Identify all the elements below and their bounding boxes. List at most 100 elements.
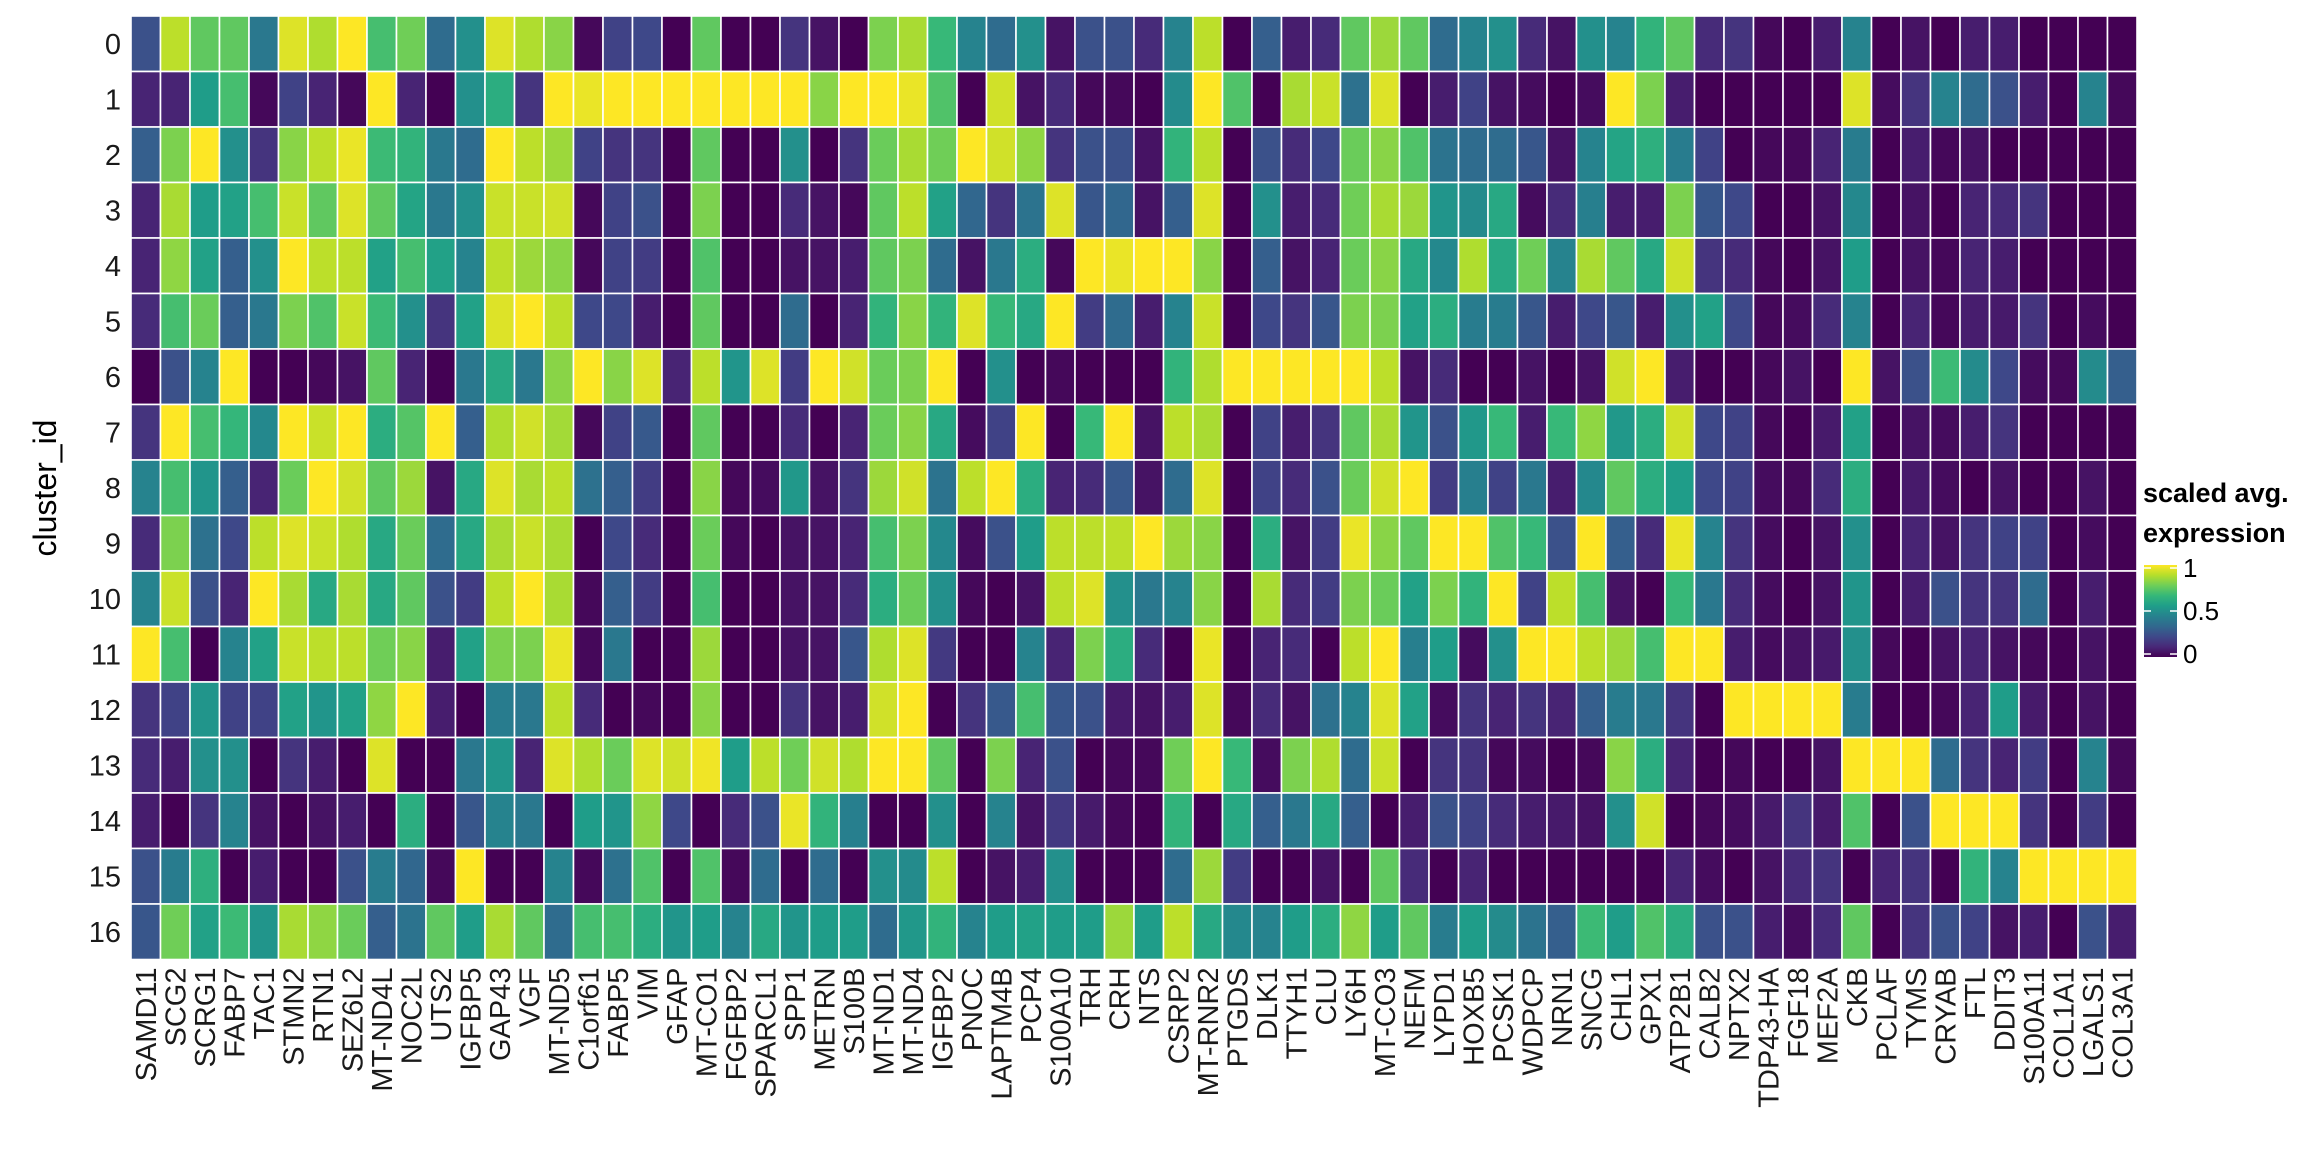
heatmap-cell-5-NEFM (1398, 292, 1430, 350)
heatmap-cell-5-IGFBP5 (454, 292, 486, 350)
heatmap-cell-1-NEFM (1398, 70, 1430, 128)
heatmap-cell-7-IGFBP5 (454, 403, 486, 461)
heatmap-cell-16-CSRP2 (1162, 903, 1194, 961)
heatmap-cell-7-IGFBP2 (926, 403, 958, 461)
heatmap-cell-4-RTN1 (307, 237, 339, 295)
heatmap-cell-14-TTYH1 (1280, 792, 1312, 850)
heatmap-cell-4-SPP1 (779, 237, 811, 295)
heatmap-cell-1-CRYAB (1929, 70, 1961, 128)
heatmap-cell-3-MT-CO1 (690, 181, 722, 239)
y-tick-label: 15 (89, 861, 121, 893)
x-tick-label: DLK1 (1252, 968, 1284, 1041)
heatmap-cell-1-VIM (631, 70, 663, 128)
heatmap-cell-12-DLK1 (1251, 681, 1283, 739)
heatmap-cell-5-TTYH1 (1280, 292, 1312, 350)
heatmap-cell-12-WDPCP (1516, 681, 1548, 739)
heatmap-cell-16-WDPCP (1516, 903, 1548, 961)
heatmap-cell-11-STMN2 (277, 625, 309, 683)
heatmap-cell-13-GPX1 (1634, 736, 1666, 794)
heatmap-cell-16-CRYAB (1929, 903, 1961, 961)
heatmap-cell-2-LGALS1 (2077, 126, 2109, 184)
heatmap-cell-1-MT-ND1 (867, 70, 899, 128)
heatmap-cell-13-SCRG1 (189, 736, 221, 794)
heatmap-cell-9-PTGDS (1221, 514, 1253, 572)
heatmap-cell-7-NTS (1133, 403, 1165, 461)
heatmap-cell-9-TDP43-HA (1752, 514, 1784, 572)
heatmap-cell-16-PCLAF (1870, 903, 1902, 961)
heatmap-cell-5-FABP5 (602, 292, 634, 350)
heatmap-cell-7-CRH (1103, 403, 1135, 461)
heatmap-cell-13-NRN1 (1546, 736, 1578, 794)
heatmap-cell-4-ATP2B1 (1664, 237, 1696, 295)
heatmap-cell-0-MT-CO3 (1369, 15, 1401, 73)
heatmap-cell-11-FABP5 (602, 625, 634, 683)
heatmap-cell-11-NPTX2 (1723, 625, 1755, 683)
heatmap-cell-7-HOXB5 (1457, 403, 1489, 461)
heatmap-cell-13-S100B (838, 736, 870, 794)
heatmap-cell-15-MT-ND4 (897, 847, 929, 905)
heatmap-cell-12-PCLAF (1870, 681, 1902, 739)
heatmap-cell-11-C1orf61 (572, 625, 604, 683)
heatmap-cell-4-STMN2 (277, 237, 309, 295)
heatmap-cell-7-CHL1 (1605, 403, 1637, 461)
heatmap-cell-3-LY6H (1339, 181, 1371, 239)
x-tick-label: CSRP2 (1163, 968, 1195, 1065)
heatmap-cell-7-VIM (631, 403, 663, 461)
heatmap-cell-9-STMN2 (277, 514, 309, 572)
heatmap-cell-11-CALB2 (1693, 625, 1725, 683)
heatmap-cell-3-TTYH1 (1280, 181, 1312, 239)
heatmap-cell-2-VIM (631, 126, 663, 184)
heatmap-cell-13-IGFBP5 (454, 736, 486, 794)
heatmap-cell-7-SAMD11 (130, 403, 162, 461)
heatmap-cell-6-IGFBP2 (926, 348, 958, 406)
heatmap-cell-16-CLU (1310, 903, 1342, 961)
heatmap-cell-1-SPARCL1 (749, 70, 781, 128)
y-tick-label: 2 (105, 140, 121, 172)
heatmap-cell-12-CHL1 (1605, 681, 1637, 739)
heatmap-cell-10-LAPTM4B (985, 570, 1017, 628)
heatmap-cell-12-MT-CO1 (690, 681, 722, 739)
heatmap-cell-1-WDPCP (1516, 70, 1548, 128)
heatmap-cell-2-FABP7 (218, 126, 250, 184)
heatmap-cell-3-GFAP (661, 181, 693, 239)
heatmap-cell-13-MT-CO3 (1369, 736, 1401, 794)
heatmap-cell-1-S100A11 (2018, 70, 2050, 128)
heatmap-cell-10-ATP2B1 (1664, 570, 1696, 628)
heatmap-cell-4-LAPTM4B (985, 237, 1017, 295)
heatmap-cell-4-PCP4 (1015, 237, 1047, 295)
heatmap-cell-12-TTYH1 (1280, 681, 1312, 739)
heatmap-cell-4-MEF2A (1811, 237, 1843, 295)
heatmap-cell-2-GFAP (661, 126, 693, 184)
heatmap-cell-1-SNCG (1575, 70, 1607, 128)
heatmap-cell-11-CRYAB (1929, 625, 1961, 683)
heatmap-cell-0-UTS2 (425, 15, 457, 73)
heatmap-cell-6-DLK1 (1251, 348, 1283, 406)
heatmap-cell-5-PCLAF (1870, 292, 1902, 350)
heatmap-cell-4-MT-ND4L (366, 237, 398, 295)
heatmap-cell-15-NTS (1133, 847, 1165, 905)
heatmap-cell-10-PCP4 (1015, 570, 1047, 628)
x-tick-label: NRN1 (1547, 968, 1579, 1047)
heatmap-cell-2-PCP4 (1015, 126, 1047, 184)
heatmap-cell-2-CSRP2 (1162, 126, 1194, 184)
heatmap-cell-10-PNOC (956, 570, 988, 628)
heatmap-cell-14-IGFBP2 (926, 792, 958, 850)
heatmap-cell-13-STMN2 (277, 736, 309, 794)
heatmap-cell-3-NPTX2 (1723, 181, 1755, 239)
heatmap-cell-2-PCLAF (1870, 126, 1902, 184)
heatmap-cell-12-LGALS1 (2077, 681, 2109, 739)
heatmap-cell-16-TAC1 (248, 903, 280, 961)
heatmap-cell-2-TYMS (1900, 126, 1932, 184)
heatmap-cell-4-S100B (838, 237, 870, 295)
heatmap-cell-6-FTL (1959, 348, 1991, 406)
heatmap-cell-13-NPTX2 (1723, 736, 1755, 794)
heatmap-cell-0-MT-ND4 (897, 15, 929, 73)
heatmap-cell-9-MT-ND4 (897, 514, 929, 572)
heatmap-cell-12-FABP5 (602, 681, 634, 739)
heatmap-cell-10-RTN1 (307, 570, 339, 628)
heatmap-cell-3-S100B (838, 181, 870, 239)
heatmap-cell-7-LYPD1 (1428, 403, 1460, 461)
x-tick-label: LAPTM4B (986, 968, 1018, 1100)
y-tick-label: 10 (89, 584, 121, 616)
heatmap-cell-16-S100A11 (2018, 903, 2050, 961)
